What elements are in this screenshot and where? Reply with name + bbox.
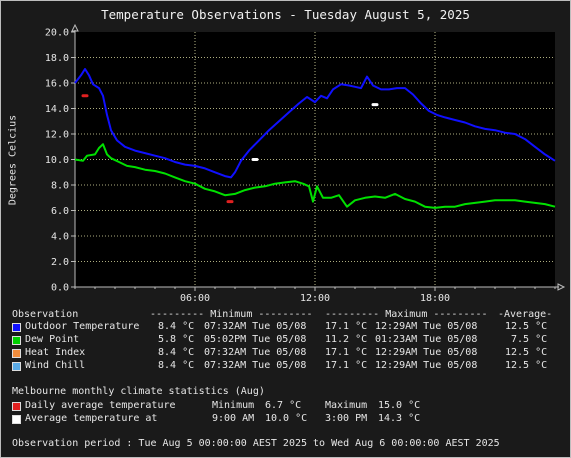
legend-row-avg: 12.5 °C bbox=[505, 360, 548, 371]
y-tick-label: 18.0 bbox=[45, 53, 69, 64]
legend-row-max-time: 12:29AM Tue 05/08 bbox=[375, 347, 478, 358]
y-tick-label: 10.0 bbox=[45, 155, 69, 166]
legend-row-avg: 12.5 °C bbox=[505, 347, 548, 358]
legend-row-max: 11.2 °C bbox=[325, 334, 368, 345]
legend-row-min-time: 07:32AM Tue 05/08 bbox=[204, 321, 307, 332]
daily-min-label: Minimum bbox=[212, 400, 255, 411]
daily-average-label: Daily average temperature bbox=[25, 400, 176, 411]
average-at-swatch bbox=[12, 415, 21, 424]
avg-pm-value: 14.3 °C bbox=[378, 413, 421, 424]
x-axis-arrow bbox=[557, 283, 566, 291]
y-axis-arrow bbox=[71, 23, 79, 32]
legend-header-average: -Average- bbox=[498, 309, 553, 320]
legend-row-min: 8.4 °C bbox=[158, 321, 195, 332]
daily-min-value: 6.7 °C bbox=[265, 400, 302, 411]
observation-period: Observation period : Tue Aug 5 00:00:00 … bbox=[12, 438, 500, 449]
legend-row-max-time: 12:29AM Tue 05/08 bbox=[375, 360, 478, 371]
legend-row-avg: 12.5 °C bbox=[505, 321, 548, 332]
y-tick-label: 6.0 bbox=[51, 206, 69, 217]
legend-row-label: Wind Chill bbox=[25, 360, 86, 371]
legend-row-min: 5.8 °C bbox=[158, 334, 195, 345]
legend-row-max: 17.1 °C bbox=[325, 321, 368, 332]
y-tick-label: 12.0 bbox=[45, 130, 69, 141]
daily-max-value: 15.0 °C bbox=[378, 400, 421, 411]
legend-row-label: Heat Index bbox=[25, 347, 86, 358]
y-tick-label: 4.0 bbox=[51, 232, 69, 243]
legend-row-label: Dew Point bbox=[25, 334, 80, 345]
climate-marker bbox=[371, 103, 379, 107]
y-tick-label: 2.0 bbox=[51, 257, 69, 268]
climate-marker bbox=[226, 200, 234, 204]
legend-row-min-time: 07:32AM Tue 05/08 bbox=[204, 347, 307, 358]
legend-row-min-time: 07:32AM Tue 05/08 bbox=[204, 360, 307, 371]
heat-index-swatch bbox=[12, 349, 21, 358]
x-tick-label: 06:00 bbox=[180, 293, 210, 304]
legend-row-min: 8.4 °C bbox=[158, 347, 195, 358]
daily-max-label: Maximum bbox=[325, 400, 368, 411]
avg-am-value: 10.0 °C bbox=[265, 413, 308, 424]
legend-row-min-time: 05:02PM Tue 05/08 bbox=[204, 334, 307, 345]
wind-chill-swatch bbox=[12, 362, 21, 371]
dew-point-line bbox=[74, 143, 556, 209]
climate-header: Melbourne monthly climate statistics (Au… bbox=[12, 386, 265, 397]
legend-row-avg: 7.5 °C bbox=[511, 334, 548, 345]
legend-row-max: 17.1 °C bbox=[325, 360, 368, 371]
chart-title: Temperature Observations - Tuesday Augus… bbox=[101, 7, 470, 22]
y-tick-label: 20.0 bbox=[45, 28, 69, 39]
y-tick-label: 8.0 bbox=[51, 181, 69, 192]
legend-row-max-time: 01:23AM Tue 05/08 bbox=[375, 334, 478, 345]
daily-average-swatch bbox=[12, 402, 21, 411]
outdoor-temperature-line bbox=[74, 68, 556, 179]
dew-point-swatch bbox=[12, 336, 21, 345]
legend-header-minimum: --------- Minimum --------- bbox=[150, 309, 313, 320]
climate-marker bbox=[251, 158, 259, 161]
x-tick-label: 18:00 bbox=[420, 293, 450, 304]
legend-row-max-time: 12:29AM Tue 05/08 bbox=[375, 321, 478, 332]
average-at-label: Average temperature at bbox=[25, 413, 158, 424]
legend-row-min: 8.4 °C bbox=[158, 360, 195, 371]
y-tick-label: 14.0 bbox=[45, 104, 69, 115]
y-tick-label: 0.0 bbox=[51, 283, 69, 294]
x-tick-label: 12:00 bbox=[300, 293, 330, 304]
legend-row-max: 17.1 °C bbox=[325, 347, 368, 358]
legend-row-label: Outdoor Temperature bbox=[25, 321, 140, 332]
climate-marker bbox=[81, 94, 89, 98]
y-tick-label: 16.0 bbox=[45, 79, 69, 90]
legend-header-observation: Observation bbox=[12, 309, 79, 320]
outdoor-temperature-swatch bbox=[12, 323, 21, 332]
avg-am-time: 9:00 AM bbox=[212, 413, 255, 424]
avg-pm-time: 3:00 PM bbox=[325, 413, 368, 424]
legend-header-maximum: --------- Maximum --------- bbox=[325, 309, 488, 320]
